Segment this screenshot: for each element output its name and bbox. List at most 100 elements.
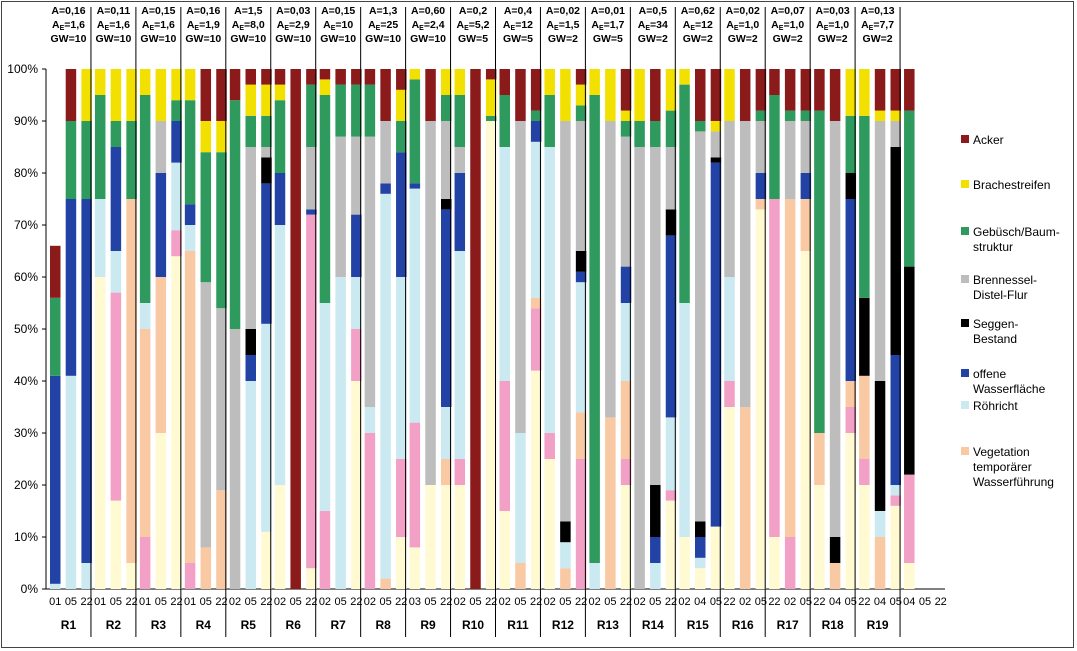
bar-segment-vegetation xyxy=(139,329,151,537)
y-tick-label: 0% xyxy=(21,582,39,596)
bar-segment-brache xyxy=(665,69,677,111)
header-gw: GW=2 xyxy=(773,33,803,45)
bar-stack xyxy=(396,69,407,589)
bar-segment-brennessel xyxy=(200,282,212,548)
header-ae: AE=1,0 xyxy=(816,19,849,32)
bar-segment-brache xyxy=(110,69,122,121)
bar-stack xyxy=(216,69,227,589)
bar-label: 05 xyxy=(245,596,257,608)
bar-segment-brennessel xyxy=(560,121,571,522)
bar-label: 05 xyxy=(845,596,857,608)
bar-segment-roehricht xyxy=(665,417,677,491)
header-ae: AE=8,0 xyxy=(232,19,265,32)
header-ae: AE=12 xyxy=(683,19,713,32)
bar-segment-acker xyxy=(319,69,331,80)
bar-segment-cream xyxy=(485,121,497,589)
header-gw: GW=2 xyxy=(638,33,668,45)
bar-segment-pink xyxy=(184,563,196,589)
legend-label: Brachestreifen xyxy=(973,178,1050,192)
header-gw: GW=10 xyxy=(51,33,87,45)
bar-segment-cream xyxy=(665,500,677,589)
legend-swatch-vegetation xyxy=(961,447,969,455)
group-label: R11 xyxy=(507,618,529,632)
y-tick-label: 100% xyxy=(7,62,38,76)
legend-label: Wasserführung xyxy=(973,475,1054,489)
bar-segment-gebuesch xyxy=(409,79,421,184)
header-ae: AE=1,5 xyxy=(546,19,579,32)
group-label: R1 xyxy=(61,618,77,632)
bar-segment-brache xyxy=(589,69,600,95)
group-label: R19 xyxy=(867,618,889,632)
header-a: A=0,5 xyxy=(639,5,667,17)
header-a: A=0,60 xyxy=(411,5,445,17)
bar-segment-brache xyxy=(94,69,106,95)
bar-segment-gebuesch xyxy=(306,84,317,147)
bar-segment-gebuesch xyxy=(665,110,677,147)
bar-segment-wasser xyxy=(81,199,92,563)
bar-segment-pink xyxy=(351,329,362,381)
bar-segment-cream xyxy=(620,485,632,589)
bar-segment-cream xyxy=(155,433,167,589)
bar-segment-brache xyxy=(605,69,616,121)
bar-stack xyxy=(485,69,497,589)
bar-label: 02 xyxy=(544,596,556,608)
group-label: R18 xyxy=(822,618,844,632)
bar-stack xyxy=(319,69,331,589)
legend-label: temporärer xyxy=(973,460,1032,474)
bar-segment-brennessel xyxy=(784,121,796,199)
bar-segment-wasser xyxy=(710,162,722,527)
header-gw: GW=5 xyxy=(503,33,533,45)
bar-segment-brache xyxy=(634,69,645,121)
bar-segment-cream xyxy=(396,537,407,589)
bar-stack xyxy=(755,69,767,589)
bar-segment-cream xyxy=(499,511,510,589)
bar-segment-cream xyxy=(261,531,272,589)
bar-segment-acker xyxy=(515,69,526,121)
bar-segment-acker xyxy=(425,69,436,121)
header-ae: AE=1,6 xyxy=(52,19,85,32)
bar-label: 02 xyxy=(364,596,376,608)
bar-segment-vegetation xyxy=(755,199,767,210)
bar-segment-vegetation xyxy=(126,199,137,563)
bar-segment-gebuesch xyxy=(650,121,661,147)
bar-label: 04 xyxy=(874,596,886,608)
header-ae: AE=34 xyxy=(638,19,668,32)
bar-segment-acker xyxy=(530,69,542,111)
bar-segment-cream xyxy=(890,505,901,589)
bar-stack xyxy=(50,245,61,589)
bar-segment-gebuesch xyxy=(575,105,587,121)
bar-segment-roehricht xyxy=(544,147,555,433)
bar-segment-brennessel xyxy=(229,329,241,589)
legend-swatch-acker xyxy=(961,135,969,143)
header-a: A=0,02 xyxy=(726,5,760,17)
bar-segment-cream xyxy=(710,526,722,589)
bar-segment-acker xyxy=(829,69,841,121)
y-tick-label: 50% xyxy=(14,322,38,336)
bar-segment-vegetation xyxy=(845,381,857,407)
bar-segment-gebuesch xyxy=(499,95,510,147)
bar-segment-cream xyxy=(724,407,735,589)
bar-segment-wasser xyxy=(530,121,542,142)
y-tick-label: 40% xyxy=(14,374,38,388)
bar-segment-acker xyxy=(274,69,286,85)
bar-segment-acker xyxy=(245,69,256,85)
bar-segment-seggen xyxy=(695,521,706,537)
bar-label: 05 xyxy=(335,596,347,608)
bar-segment-acker xyxy=(306,69,317,85)
bar-segment-wasser xyxy=(409,183,421,189)
bar-stack xyxy=(724,69,735,589)
bar-label: 05 xyxy=(559,596,571,608)
group-headers: A=0,16AE=1,6GW=10A=0,11AE=1,6GW=10A=0,15… xyxy=(51,5,895,45)
bar-segment-roehricht xyxy=(454,251,466,459)
bar-stack xyxy=(126,69,137,589)
bar-segment-brennessel xyxy=(351,136,362,215)
bar-stack xyxy=(544,69,555,589)
bar-stack xyxy=(679,69,690,589)
bar-segment-acker xyxy=(485,69,497,80)
header-ae: AE=1,6 xyxy=(142,19,175,32)
header-ae: AE=25 xyxy=(368,19,398,32)
bar-segment-wasser xyxy=(695,537,706,558)
bar-label: 05 xyxy=(800,596,812,608)
bar-segment-wasser xyxy=(351,214,362,277)
